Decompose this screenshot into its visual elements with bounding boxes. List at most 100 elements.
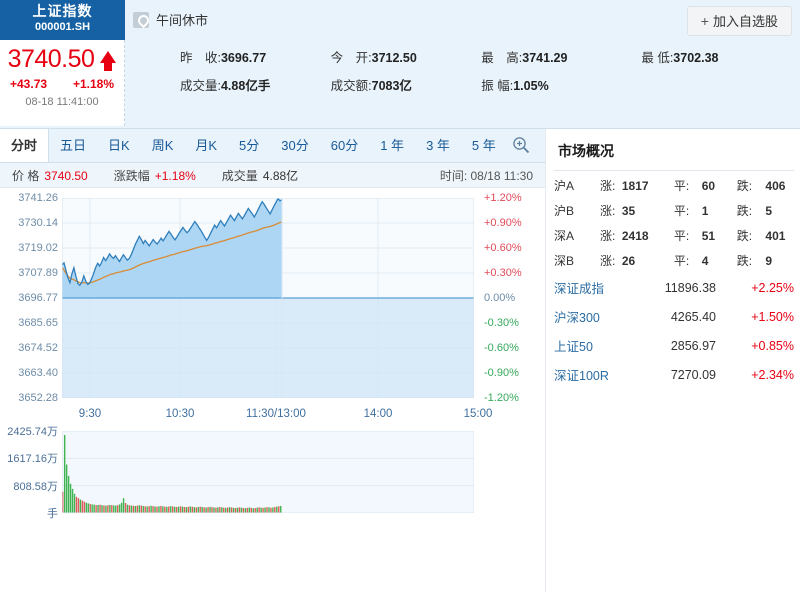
chart-tab-9[interactable]: 3 年 bbox=[426, 138, 450, 153]
volume-y-tick: 808.58万 bbox=[13, 480, 58, 493]
bell-icon bbox=[133, 11, 149, 28]
chart-tab-6[interactable]: 30分 bbox=[281, 138, 309, 153]
stat-spacer bbox=[641, 75, 792, 94]
up-arrow-icon bbox=[100, 51, 117, 71]
chart-tab-4[interactable]: 月K bbox=[195, 138, 218, 153]
index-change-pct: +0.85% bbox=[751, 338, 794, 353]
price-plot-area[interactable] bbox=[61, 197, 475, 399]
breadth-flat-count: 60 bbox=[701, 178, 716, 193]
price-pct-tick: +1.20% bbox=[484, 192, 522, 204]
breadth-down-count: 406 bbox=[765, 178, 786, 193]
market-status: 午间休市 bbox=[133, 10, 208, 29]
price-pct-tick: -0.30% bbox=[484, 317, 519, 329]
price-pct-tick: -0.90% bbox=[484, 367, 519, 379]
breadth-market: 沪A bbox=[554, 179, 575, 193]
index-code: 000001.SH bbox=[34, 21, 91, 33]
market-breadth-row: 深A 涨: 2418 平: 51 跌: 401 bbox=[554, 223, 794, 248]
index-name[interactable]: 深证成指 bbox=[554, 282, 605, 296]
info-price: 价 格 3740.50 bbox=[12, 168, 88, 183]
chart-tab-3[interactable]: 周K bbox=[151, 138, 174, 153]
chart-tab-1[interactable]: 五日 bbox=[60, 138, 87, 153]
breadth-down-count: 401 bbox=[765, 228, 786, 243]
chart-pane: 分时 五日 日K 周K 月K 5分 30分 60分 1 年 3 年 5 年 价 格 3740.50 涨… bbox=[0, 129, 546, 592]
breadth-down-label: 跌: bbox=[736, 229, 753, 243]
breadth-up-label: 涨: bbox=[600, 179, 616, 193]
add-to-watchlist-button[interactable]: + 加入自选股 bbox=[686, 6, 792, 36]
price-y-tick: 3707.89 bbox=[18, 267, 58, 279]
volume-y-tick: 1617.16万 bbox=[7, 453, 58, 466]
index-value: 2856.97 bbox=[670, 338, 716, 353]
breadth-up-label: 涨: bbox=[600, 204, 616, 218]
related-index-row[interactable]: 沪深300 4265.40 +1.50% bbox=[554, 302, 794, 331]
price-y-axis-right: +1.20% +0.90% +0.60% +0.30% 0.00% -0.30% -0.60… bbox=[478, 188, 546, 406]
volume-plot-area[interactable] bbox=[61, 430, 475, 514]
price-y-tick: 3652.28 bbox=[18, 392, 58, 404]
chart-tabs: 分时 五日 日K 周K 月K 5分 30分 60分 1 年 3 年 5 年 bbox=[0, 129, 545, 162]
volume-y-tick: 2425.74万 bbox=[7, 426, 58, 438]
breadth-market: 沪B bbox=[554, 204, 575, 218]
volume-y-tick: 手 bbox=[47, 508, 58, 520]
stat-high: 最 高:3741.29 bbox=[481, 51, 568, 65]
price-x-tick: 10:30 bbox=[165, 408, 195, 420]
chart-tab-7[interactable]: 60分 bbox=[330, 138, 359, 153]
breadth-flat-label: 平: bbox=[673, 204, 690, 218]
stat-amplitude: 振 幅:1.05% bbox=[481, 79, 549, 93]
breadth-up-count: 1817 bbox=[621, 178, 649, 193]
price-pct-tick: +0.60% bbox=[484, 242, 522, 254]
price-x-tick: 15:00 bbox=[463, 408, 493, 420]
index-name[interactable]: 上证50 bbox=[554, 340, 593, 354]
index-name[interactable]: 深证100R bbox=[554, 369, 609, 383]
related-index-row[interactable]: 上证50 2856.97 +0.85% bbox=[554, 331, 794, 360]
market-overview-pane: 市场概况 沪A 涨: 1817 平: 60 跌: 406 沪B 涨: 35 平: 1 跌: 5 深A 涨: 24… bbox=[546, 129, 800, 592]
price-y-tick: 3719.02 bbox=[18, 242, 58, 254]
index-change-pct: +1.50% bbox=[751, 309, 794, 324]
stat-open: 今 开:3712.50 bbox=[330, 51, 417, 65]
chart-tab-5[interactable]: 5分 bbox=[239, 138, 260, 153]
price-pct-tick: 0.00% bbox=[484, 292, 516, 304]
index-change-pct: +2.25% bbox=[751, 280, 794, 295]
stats-grid: 昨 收:3696.77 今 开:3712.50 最 高:3741.29 最 低:… bbox=[180, 47, 792, 103]
related-index-row[interactable]: 深证100R 7270.09 +2.34% bbox=[554, 360, 794, 389]
breadth-market: 深B bbox=[554, 254, 575, 268]
price-pct-tick: +0.90% bbox=[484, 217, 522, 229]
stat-volume: 成交量:4.88亿手 bbox=[180, 79, 271, 93]
breadth-down-count: 9 bbox=[765, 253, 773, 268]
change-row: +43.73 +1.18% bbox=[6, 74, 118, 91]
index-name: 上证指数 bbox=[32, 3, 93, 19]
index-change-pct: +2.34% bbox=[751, 367, 794, 382]
market-breadth-row: 沪B 涨: 35 平: 1 跌: 5 bbox=[554, 198, 794, 223]
price-chart: 3741.26 3730.14 3719.02 3707.89 3696.77 3685.… bbox=[0, 188, 545, 428]
related-index-row[interactable]: 深证成指 11896.38 +2.25% bbox=[554, 273, 794, 302]
market-overview-title: 市场概况 bbox=[554, 137, 794, 171]
chart-tab-10[interactable]: 5 年 bbox=[471, 138, 496, 153]
stat-turnover: 成交额:7083亿 bbox=[330, 79, 412, 93]
price-x-tick: 11:30/13:00 bbox=[246, 408, 306, 420]
index-title-box: 上证指数 000001.SH bbox=[0, 0, 125, 40]
breadth-down-label: 跌: bbox=[736, 179, 753, 193]
breadth-up-label: 涨: bbox=[600, 229, 616, 243]
price-y-tick: 3741.26 bbox=[18, 192, 58, 204]
breadth-down-count: 5 bbox=[765, 203, 773, 218]
price-x-tick: 14:00 bbox=[363, 408, 393, 420]
breadth-up-label: 涨: bbox=[600, 254, 616, 268]
chart-tabbar: 分时 五日 日K 周K 月K 5分 30分 60分 1 年 3 年 5 年 bbox=[0, 129, 545, 163]
current-price: 3740.50 bbox=[7, 45, 95, 73]
chart-tab-2[interactable]: 日K bbox=[108, 138, 130, 153]
chart-tab-8[interactable]: 1 年 bbox=[380, 138, 405, 153]
price-y-tick: 3696.77 bbox=[18, 292, 58, 304]
volume-chart: 2425.74万 1617.16万 808.58万手 bbox=[0, 426, 545, 533]
info-volume: 成交量 4.88亿 bbox=[221, 168, 299, 183]
stat-prev-close: 昨 收:3696.77 bbox=[180, 51, 267, 65]
related-index-table: 深证成指 11896.38 +2.25% 沪深300 4265.40 +1.50% 上证50… bbox=[554, 273, 794, 389]
index-name[interactable]: 沪深300 bbox=[554, 311, 600, 325]
info-time: 时间: 08/18 11:30 bbox=[439, 168, 533, 183]
breadth-flat-count: 4 bbox=[701, 253, 709, 268]
magnifier-plus-icon[interactable] bbox=[511, 135, 531, 155]
add-to-watchlist-label: 加入自选股 bbox=[712, 14, 778, 29]
price-y-tick: 3663.40 bbox=[18, 367, 58, 379]
price-pct-tick: +0.30% bbox=[484, 267, 522, 279]
chart-tab-0[interactable]: 分时 bbox=[0, 129, 50, 162]
index-quote-box: 3740.50 +43.73 +1.18% 08-18 11:41:00 bbox=[0, 40, 125, 126]
breadth-market: 深A bbox=[554, 229, 575, 243]
change-percent: +1.18% bbox=[72, 77, 114, 91]
